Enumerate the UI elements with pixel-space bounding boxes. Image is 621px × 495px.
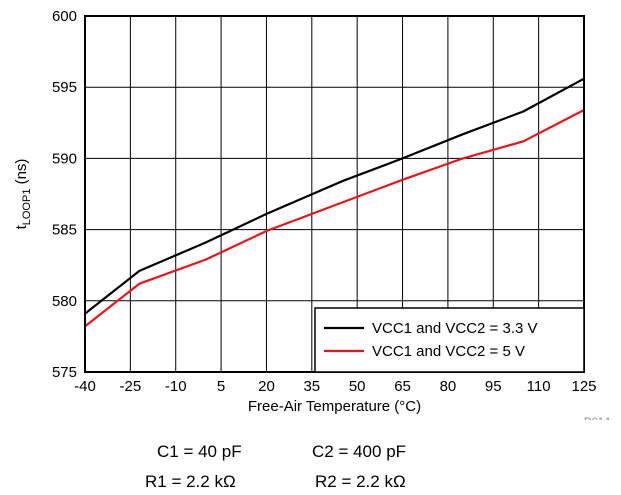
x-tick-label: 95 — [485, 378, 502, 395]
x-tick-label: 125 — [571, 378, 596, 395]
y-axis-title-subscript: LOOP1 — [21, 189, 33, 226]
x-axis-title: Free-Air Temperature (°C) — [248, 398, 421, 415]
x-axis-ticks: -40 -25 -10 5 20 35 50 65 80 95 110 125 — [74, 378, 596, 395]
y-tick-label: 575 — [52, 364, 77, 381]
x-tick-label: 80 — [440, 378, 457, 395]
y-axis-title-suffix: (ns) — [13, 159, 30, 189]
x-tick-label: 35 — [303, 378, 320, 395]
condition-c1: C1 = 40 pF — [157, 442, 242, 461]
figure-id: D014 — [584, 416, 610, 420]
y-tick-label: 595 — [52, 79, 77, 96]
chart: -40 -25 -10 5 20 35 50 65 80 95 110 125 575 580 585 59… — [13, 8, 610, 420]
series-line-2 — [84, 109, 585, 328]
x-tick-label: -10 — [165, 378, 187, 395]
legend-label: VCC1 and VCC2 = 5 V — [372, 343, 525, 360]
condition-c2: C2 = 400 pF — [312, 442, 407, 461]
x-tick-label: 20 — [258, 378, 275, 395]
x-tick-label: 5 — [217, 378, 225, 395]
condition-r1: R1 = 2.2 kΩ — [145, 472, 236, 491]
y-tick-label: 590 — [52, 150, 77, 167]
series-line-1 — [84, 77, 585, 315]
x-tick-label: -40 — [74, 378, 96, 395]
x-tick-label: -25 — [120, 378, 142, 395]
y-tick-label: 580 — [52, 293, 77, 310]
condition-r2: R2 = 2.2 kΩ — [315, 472, 406, 491]
y-tick-label: 585 — [52, 222, 77, 239]
y-axis-title: tLOOP1 (ns) — [13, 159, 33, 230]
legend-label: VCC1 and VCC2 = 3.3 V — [372, 320, 538, 337]
y-axis-title-base: t — [13, 224, 30, 229]
series-lines — [84, 77, 585, 328]
y-axis-ticks: 575 580 585 590 595 600 — [52, 8, 77, 381]
x-tick-label: 110 — [527, 378, 551, 395]
x-tick-label: 50 — [349, 378, 366, 395]
legend: VCC1 and VCC2 = 3.3 V VCC1 and VCC2 = 5 V — [314, 307, 585, 373]
y-tick-label: 600 — [52, 8, 77, 25]
legend-box — [314, 307, 585, 373]
x-tick-label: 65 — [394, 378, 411, 395]
